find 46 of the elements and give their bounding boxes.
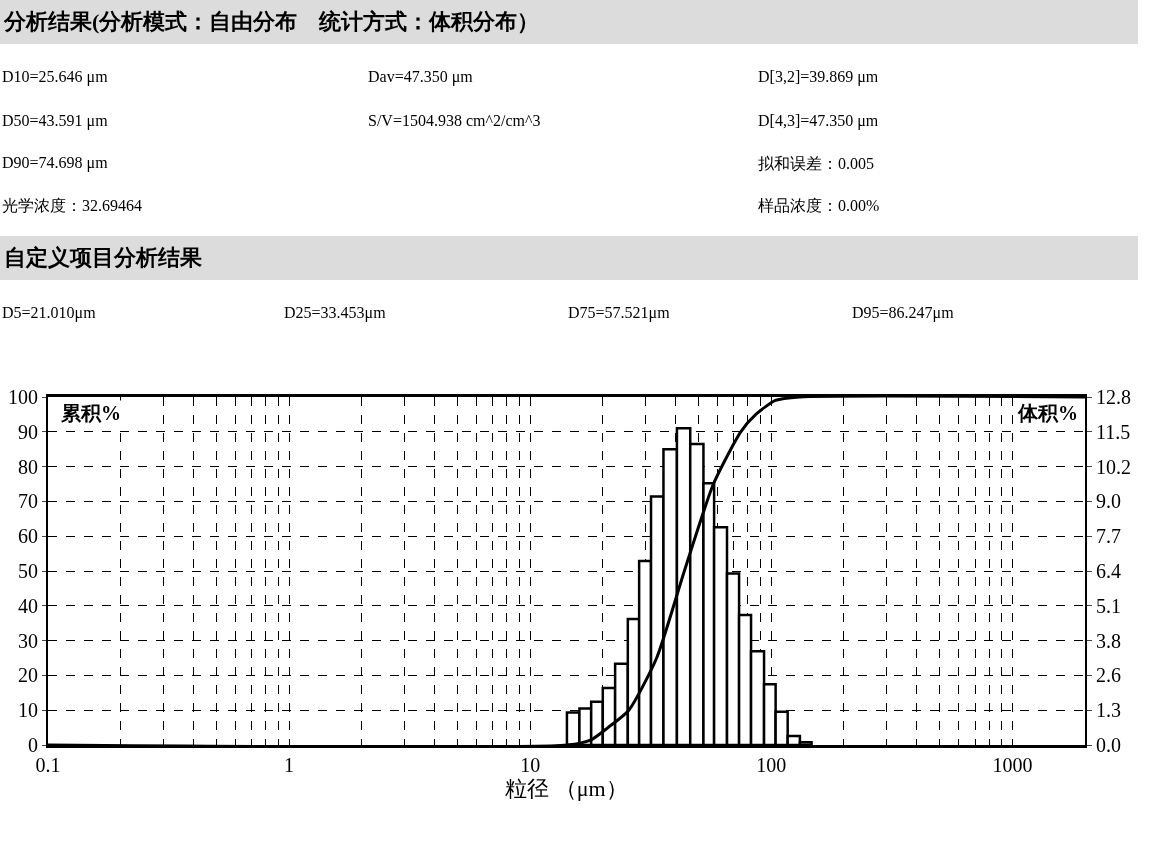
y-tick-label: 60 (18, 525, 38, 548)
y2-tick-label: 10.2 (1096, 455, 1131, 478)
text: D90=74.698 μm (2, 154, 108, 172)
x-tick-label: 100 (756, 754, 787, 776)
text: D10=25.646 μm (2, 68, 108, 86)
y2-tick-label: 2.6 (1096, 664, 1121, 687)
x-tick-label: 0.1 (35, 754, 61, 776)
y2-tick-label: 5.1 (1096, 594, 1121, 617)
text: D95=86.247μm (852, 304, 954, 322)
text: D50=43.591 μm (2, 112, 108, 130)
text: D5=21.010μm (2, 304, 96, 322)
y2-tick-label: 1.3 (1096, 699, 1121, 722)
y2-tick-label: 0.0 (1096, 734, 1121, 756)
text: 光学浓度：32.69464 (2, 196, 142, 216)
text: S/V=1504.938 cm^2/cm^3 (368, 112, 541, 130)
text: D75=57.521μm (568, 304, 670, 322)
chart-subtitle: 自定义项目分析结果 (0, 236, 1138, 280)
y2-tick-label: 12.8 (1096, 386, 1131, 408)
y-axis-title: 累积% (60, 402, 121, 424)
x-axis-title: 粒径 （μm） (505, 776, 628, 801)
y-tick-label: 100 (8, 386, 38, 408)
y2-tick-label: 7.7 (1096, 525, 1121, 548)
y-tick-label: 20 (18, 664, 38, 687)
y2-tick-label: 11.5 (1096, 420, 1131, 443)
x-tick-label: 1 (284, 754, 295, 776)
chart-title: 分析结果(分析模式：自由分布 统计方式：体积分布） (0, 0, 1138, 44)
y-tick-label: 40 (18, 594, 38, 617)
text: D[4,3]=47.350 μm (758, 112, 879, 130)
y-tick-label: 0 (28, 734, 38, 756)
y-tick-label: 90 (18, 420, 38, 443)
text: 样品浓度：0.00% (758, 196, 880, 216)
y-tick-label: 70 (18, 490, 38, 513)
text: D25=33.453μm (284, 304, 386, 322)
y2-axis-title: 体积% (1017, 402, 1078, 424)
y2-tick-label: 6.4 (1096, 560, 1121, 582)
x-tick-label: 10 (520, 754, 541, 776)
y-tick-label: 30 (18, 629, 38, 652)
y-tick-label: 80 (18, 455, 38, 478)
text: Dav=47.350 μm (368, 68, 473, 86)
text: D[3,2]=39.869 μm (758, 68, 879, 86)
y2-tick-label: 3.8 (1096, 629, 1121, 652)
y-tick-label: 50 (18, 560, 38, 582)
y2-tick-label: 9.0 (1096, 490, 1121, 513)
text: 拟和误差：0.005 (758, 154, 874, 174)
x-tick-label: 1000 (992, 754, 1033, 776)
y-tick-label: 10 (18, 699, 38, 722)
